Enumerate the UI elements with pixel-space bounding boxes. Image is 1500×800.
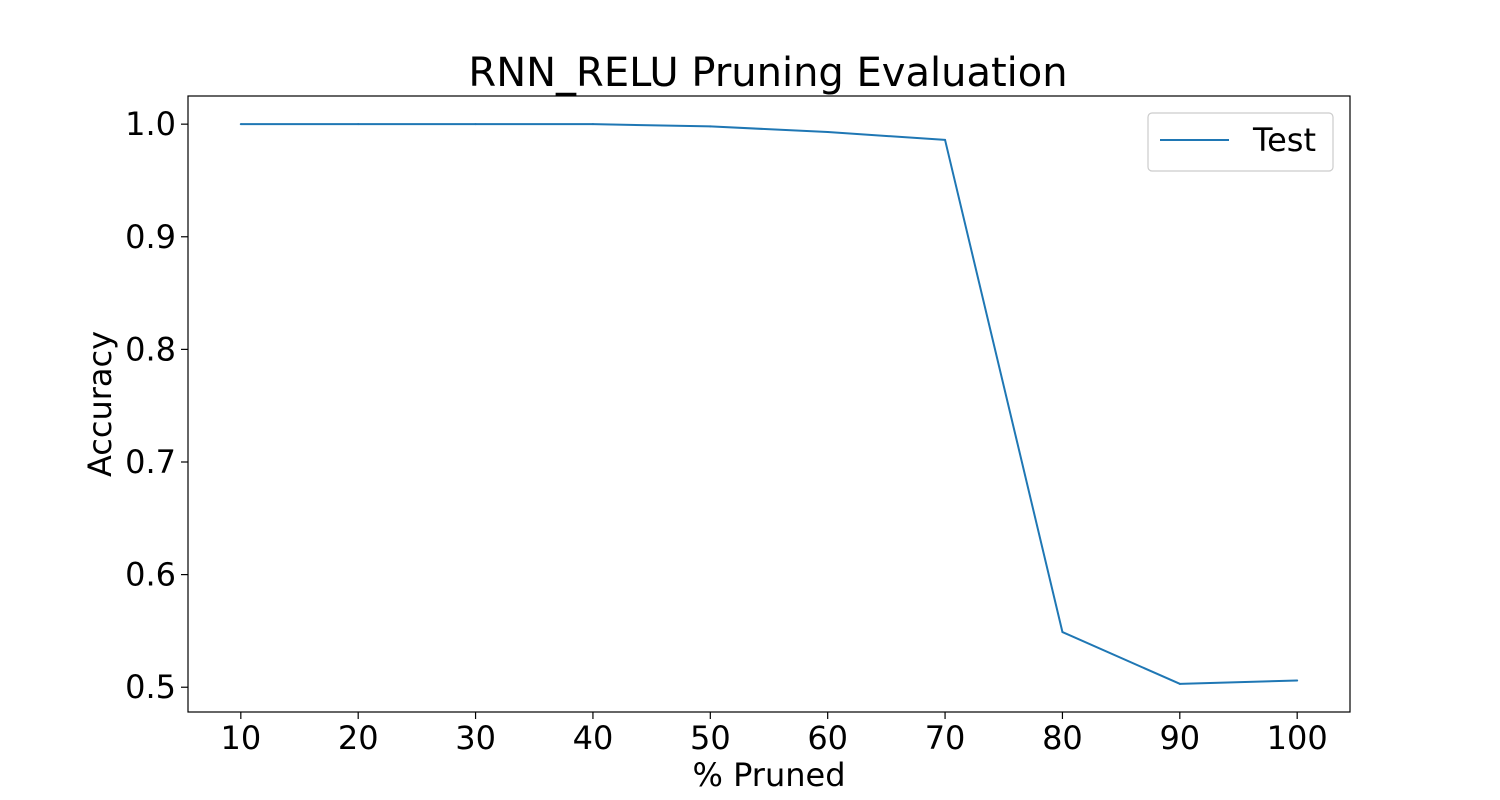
x-tick-label: 100 xyxy=(1267,719,1328,757)
y-tick-label: 0.7 xyxy=(125,443,176,481)
x-tick-label: 30 xyxy=(455,719,496,757)
y-axis-label: Accuracy xyxy=(81,331,119,477)
data-point xyxy=(709,125,712,128)
data-point xyxy=(239,123,242,126)
x-tick-label: 90 xyxy=(1159,719,1200,757)
x-tick-label: 40 xyxy=(573,719,614,757)
data-point xyxy=(357,123,360,126)
y-tick-label: 0.5 xyxy=(125,668,176,706)
plot-area xyxy=(187,95,1351,713)
x-axis-ticks: 10 20 30 40 50 60 70 80 90 100 xyxy=(220,712,1328,757)
y-tick-label: 0.9 xyxy=(125,218,176,256)
series-layer xyxy=(239,123,1299,685)
data-point xyxy=(474,123,477,126)
x-tick-label: 10 xyxy=(220,719,261,757)
data-point xyxy=(944,138,947,141)
x-tick-label: 60 xyxy=(807,719,848,757)
chart-title: RNN_RELU Pruning Evaluation xyxy=(468,50,1067,96)
data-point xyxy=(591,123,594,126)
data-point xyxy=(1061,631,1064,634)
data-point xyxy=(826,131,829,134)
y-tick-label: 1.0 xyxy=(125,105,176,143)
legend-box xyxy=(1147,112,1334,172)
x-tick-label: 50 xyxy=(690,719,731,757)
y-tick-label: 0.8 xyxy=(125,330,176,368)
y-tick-label: 0.6 xyxy=(125,556,176,594)
series-line-test xyxy=(240,123,1298,685)
data-point xyxy=(1296,679,1299,682)
x-axis-label: % Pruned xyxy=(692,756,845,794)
x-tick-label: 80 xyxy=(1042,719,1083,757)
y-axis-ticks: 0.5 0.6 0.7 0.8 0.9 1.0 xyxy=(125,105,188,706)
legend-label-test: Test xyxy=(1252,121,1316,159)
legend: Test xyxy=(1147,112,1334,172)
x-tick-label: 70 xyxy=(925,719,966,757)
data-point xyxy=(1178,682,1181,685)
x-tick-label: 20 xyxy=(338,719,379,757)
